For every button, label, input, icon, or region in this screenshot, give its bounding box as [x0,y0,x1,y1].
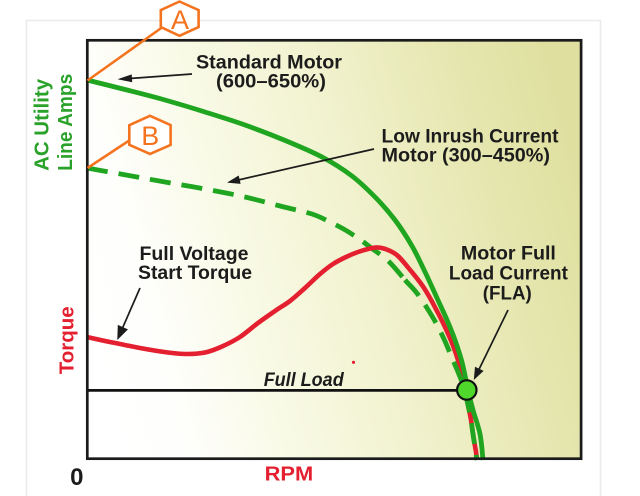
svg-text:Full Load: Full Load [264,370,344,391]
svg-text:Low Inrush Current: Low Inrush Current [382,127,560,148]
svg-text:RPM: RPM [265,464,314,486]
svg-text:Motor (300–450%): Motor (300–450%) [382,146,551,167]
svg-text:AC Utility: AC Utility [32,78,54,171]
svg-text:A: A [171,5,189,35]
svg-text:Line Amps: Line Amps [55,74,77,171]
svg-text:0: 0 [70,464,83,491]
svg-text:Torque: Torque [56,306,78,374]
svg-text:(600–650%): (600–650%) [216,71,326,92]
svg-text:B: B [141,121,159,151]
svg-text:Motor Full: Motor Full [461,244,556,265]
svg-text:Start Torque: Start Torque [138,263,252,284]
svg-text:Standard Motor: Standard Motor [196,52,343,73]
svg-text:Load Current: Load Current [449,264,569,285]
svg-text:(FLA): (FLA) [483,284,532,305]
svg-text:Full Voltage: Full Voltage [140,244,249,265]
